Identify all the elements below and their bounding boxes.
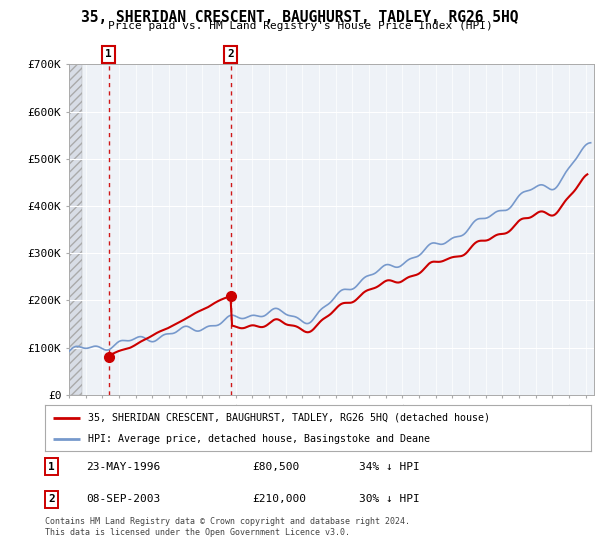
Text: £210,000: £210,000 bbox=[253, 494, 307, 505]
Text: 2: 2 bbox=[48, 494, 55, 505]
Text: 2: 2 bbox=[227, 49, 234, 59]
Text: 35, SHERIDAN CRESCENT, BAUGHURST, TADLEY, RG26 5HQ (detached house): 35, SHERIDAN CRESCENT, BAUGHURST, TADLEY… bbox=[88, 413, 490, 423]
Text: £80,500: £80,500 bbox=[253, 461, 300, 472]
Text: 1: 1 bbox=[106, 49, 112, 59]
Text: This data is licensed under the Open Government Licence v3.0.: This data is licensed under the Open Gov… bbox=[45, 528, 350, 536]
Text: HPI: Average price, detached house, Basingstoke and Deane: HPI: Average price, detached house, Basi… bbox=[88, 435, 430, 444]
Text: 34% ↓ HPI: 34% ↓ HPI bbox=[359, 461, 420, 472]
Text: 35, SHERIDAN CRESCENT, BAUGHURST, TADLEY, RG26 5HQ: 35, SHERIDAN CRESCENT, BAUGHURST, TADLEY… bbox=[81, 10, 519, 25]
Text: 08-SEP-2003: 08-SEP-2003 bbox=[86, 494, 160, 505]
Text: 23-MAY-1996: 23-MAY-1996 bbox=[86, 461, 160, 472]
Text: Price paid vs. HM Land Registry's House Price Index (HPI): Price paid vs. HM Land Registry's House … bbox=[107, 21, 493, 31]
Text: Contains HM Land Registry data © Crown copyright and database right 2024.: Contains HM Land Registry data © Crown c… bbox=[45, 517, 410, 526]
Text: 30% ↓ HPI: 30% ↓ HPI bbox=[359, 494, 420, 505]
Text: 1: 1 bbox=[48, 461, 55, 472]
